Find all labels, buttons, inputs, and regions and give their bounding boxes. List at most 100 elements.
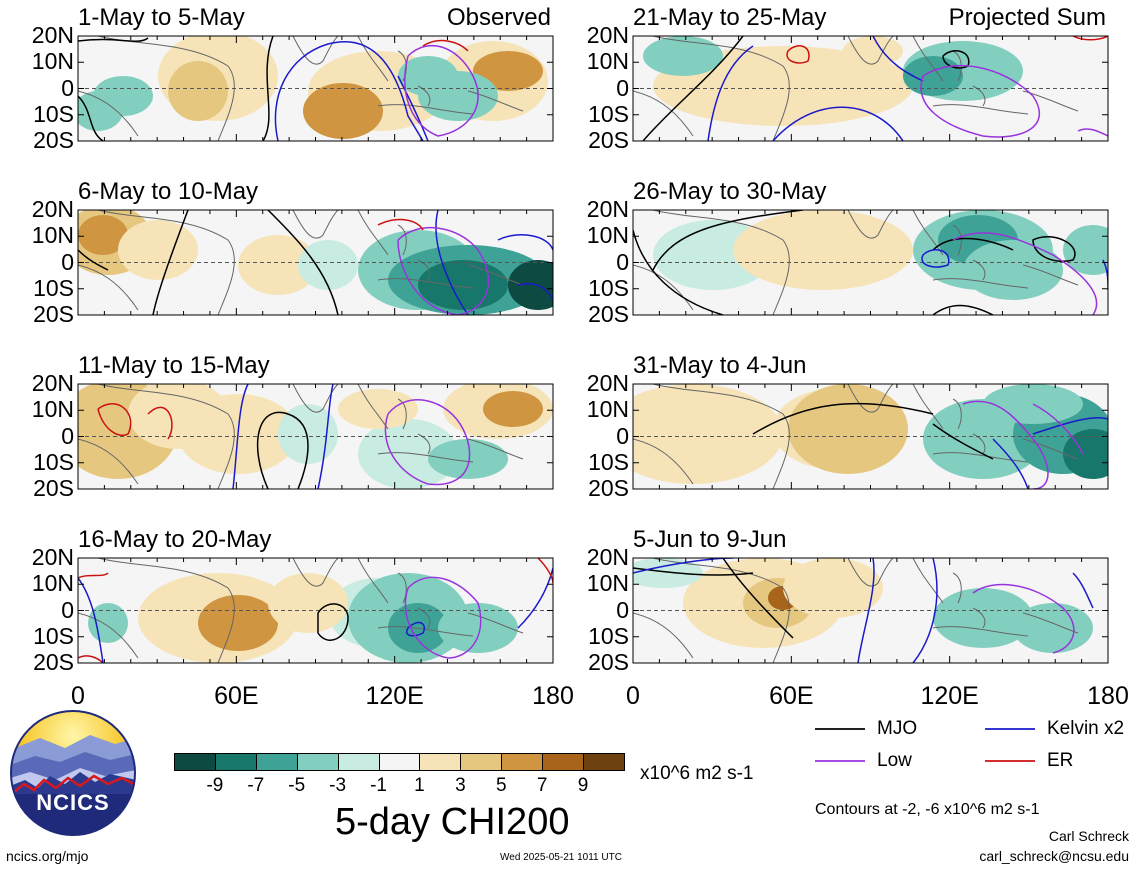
contour-er: [78, 572, 109, 579]
contour-kelvin-x2: [707, 45, 754, 141]
contour-kelvin-x2: [772, 106, 904, 141]
lat-label: 10S: [33, 448, 74, 475]
anomaly-shading: [643, 36, 723, 76]
anomaly-shading: [428, 439, 508, 479]
lat-label: 10S: [588, 622, 629, 649]
map-panel: [632, 35, 1109, 142]
anomaly-shading: [783, 558, 883, 618]
lat-label: 10N: [586, 570, 629, 597]
panel-title: 16-May to 20-May: [78, 526, 272, 553]
lat-label: 0: [61, 596, 74, 623]
colorbar-swatch: [296, 753, 339, 771]
contour-mjo: [267, 210, 339, 315]
lat-label: 10N: [586, 222, 629, 249]
lat-label: 0: [616, 74, 629, 101]
map-panel: [77, 35, 554, 142]
anomaly-shading: [268, 573, 348, 633]
colorbar-swatch: [255, 753, 298, 771]
map-panel: [77, 209, 554, 316]
colorbar-label: -3: [329, 775, 347, 796]
anomaly-shading: [508, 260, 553, 310]
lat-label: 20N: [586, 544, 629, 570]
anomaly-shading: [733, 210, 913, 290]
legend-label: Low: [877, 750, 912, 771]
lat-label: 10S: [588, 448, 629, 475]
contour-kelvin-x2: [317, 384, 334, 489]
colorbar-label: -7: [247, 775, 265, 796]
contour-kelvin-x2: [1032, 416, 1108, 435]
lon-label: 180: [532, 682, 574, 710]
website-link[interactable]: ncics.org/mjo: [6, 848, 89, 864]
anomaly-shading: [633, 558, 703, 588]
lat-label: 20S: [588, 127, 629, 153]
colorbar-swatch: [378, 753, 421, 771]
logo-text: NCICS: [36, 790, 110, 815]
contour-mjo: [932, 304, 994, 315]
contour-er: [78, 655, 104, 663]
anomaly-shading: [633, 384, 783, 484]
colorbar-label: -9: [206, 775, 224, 796]
panel-title: 11-May to 15-May: [78, 352, 270, 379]
colorbar-swatch: [542, 753, 585, 771]
lat-label: 20N: [586, 370, 629, 396]
contour-er: [786, 45, 810, 64]
anomaly-shading: [788, 384, 908, 474]
panel-title: 1-May to 5-May: [78, 4, 245, 31]
anomaly-shading: [963, 240, 1063, 300]
colorbar-swatch: [174, 753, 216, 771]
contour-kelvin-x2: [992, 438, 1029, 489]
anomaly-shading: [298, 240, 358, 290]
lat-label: 20N: [31, 196, 74, 222]
anomaly-shading: [303, 83, 383, 139]
lon-label: 120E: [365, 682, 424, 710]
contour-mjo: [317, 603, 349, 641]
lat-label: 10S: [33, 622, 74, 649]
anomaly-shading: [418, 260, 508, 310]
anomaly-shading: [238, 235, 318, 295]
lat-label: 10S: [588, 274, 629, 301]
contour-kelvin-x2: [921, 249, 950, 268]
colorbar-swatch: [337, 753, 380, 771]
anomaly-shading: [78, 215, 128, 255]
contour-mjo: [932, 423, 994, 460]
contour-kelvin-x2: [857, 558, 875, 663]
panel-title: 31-May to 4-Jun: [633, 352, 807, 379]
figure-title: 5-day CHI200: [335, 801, 570, 843]
lon-label: 180: [1087, 682, 1129, 710]
map-panel: [632, 557, 1109, 664]
contour-low: [952, 232, 1098, 315]
anomaly-shading: [358, 419, 458, 489]
author-email[interactable]: carl_schreck@ncsu.edu: [979, 848, 1129, 864]
contour-mjo: [78, 95, 104, 141]
colorbar-label: 5: [495, 775, 507, 796]
anomaly-shading: [438, 603, 518, 653]
lat-label: 10N: [31, 48, 74, 75]
contour-er: [1072, 36, 1108, 41]
contour-low: [404, 45, 479, 137]
lon-label: 0: [71, 682, 85, 710]
lat-label: 20S: [33, 301, 74, 327]
contour-mjo: [256, 411, 309, 489]
contour-mjo: [752, 402, 934, 435]
contour-low: [920, 64, 1040, 138]
lat-label: 20N: [31, 544, 74, 570]
colorbar-label: 1: [414, 775, 425, 796]
colorbar-swatch: [583, 753, 625, 771]
map-panel: [77, 383, 554, 490]
contour-kelvin-x2: [517, 567, 553, 629]
anomaly-shading: [88, 603, 128, 643]
contour-kelvin-x2: [406, 621, 425, 637]
coastlines: [78, 210, 524, 315]
panel-corner-label: Projected Sum: [948, 4, 1106, 31]
contour-kelvin-x2: [232, 384, 249, 489]
colorbar-label: -5: [288, 775, 306, 796]
panel-title: 5-Jun to 9-Jun: [633, 526, 787, 553]
contour-mjo: [152, 210, 189, 315]
colorbar-label: -1: [370, 775, 387, 796]
lon-label: 60E: [214, 682, 259, 710]
contour-kelvin-x2: [1072, 572, 1094, 609]
colorbar-label: 9: [577, 775, 589, 796]
lat-label: 0: [616, 596, 629, 623]
coastlines: [633, 210, 1079, 315]
